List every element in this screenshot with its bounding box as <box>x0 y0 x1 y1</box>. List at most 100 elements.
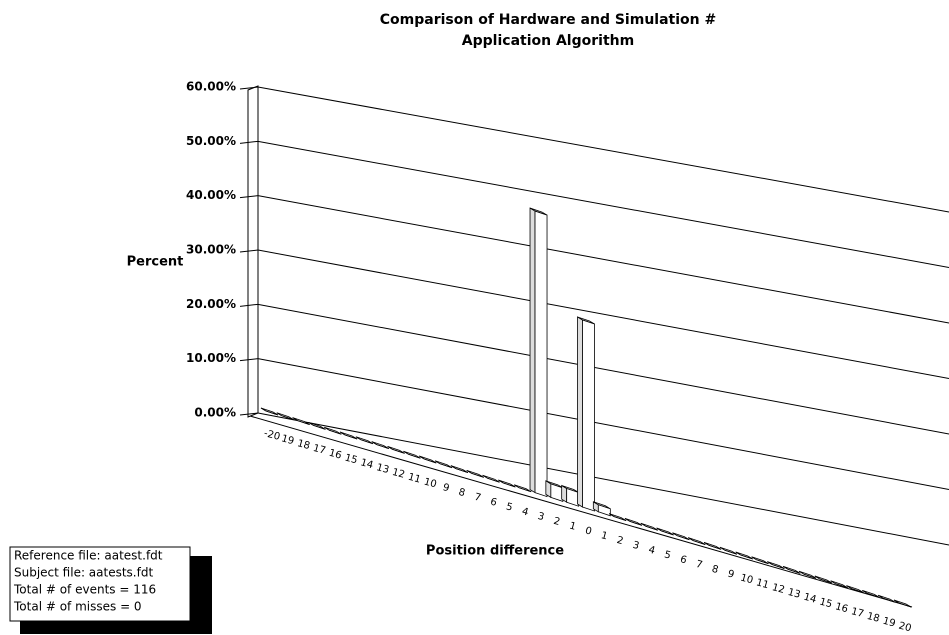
floor-edge <box>249 415 913 608</box>
bar <box>819 578 833 584</box>
x-tick-label: 5 <box>663 549 672 561</box>
bar <box>756 559 769 565</box>
note: Total # of events = 116 <box>13 583 156 597</box>
x-tick-label: 2 <box>552 516 561 528</box>
x-tick-label: 20 <box>897 621 912 635</box>
bar <box>788 569 801 574</box>
tick-mark <box>239 249 259 253</box>
x-tick-label: 16 <box>328 448 343 462</box>
chart-title: Comparison of Hardware and Simulation # <box>380 12 716 28</box>
x-tick-label: 18 <box>296 438 311 452</box>
bar <box>597 504 611 517</box>
bar <box>629 521 643 526</box>
grid-line <box>257 412 949 546</box>
x-tick-label: 6 <box>489 497 498 509</box>
x-tick-label: 19 <box>280 433 295 447</box>
y-tick-label: 60.00% <box>186 80 236 94</box>
bar <box>297 420 310 425</box>
note: Subject file: aatests.fdt <box>14 566 153 580</box>
bar <box>614 516 627 521</box>
tick-mark <box>239 303 259 307</box>
x-tick-label: 17 <box>312 443 327 457</box>
x-tick-label: 8 <box>457 487 466 499</box>
bar <box>408 453 421 459</box>
bar <box>851 588 864 593</box>
tick-mark <box>239 412 259 416</box>
x-tick-label: 1 <box>568 521 577 533</box>
x-tick-label: 13 <box>787 587 802 601</box>
x-tick-label: 18 <box>866 611 881 625</box>
x-tick-label: 7 <box>473 492 482 504</box>
note: Reference file: aatest.fdt <box>14 549 163 563</box>
y-axis-label: Percent <box>127 255 184 270</box>
grid-line <box>257 140 949 268</box>
y-tick-label: 0.00% <box>194 406 236 420</box>
y-tick-label: 40.00% <box>186 188 236 202</box>
x-tick-label: 4 <box>647 545 656 557</box>
x-tick-label: 19 <box>881 616 896 630</box>
bar <box>376 444 389 449</box>
note: Total # of misses = 0 <box>13 600 142 614</box>
x-tick-label: 12 <box>771 582 786 596</box>
tick-mark <box>239 140 259 144</box>
wall <box>247 85 259 418</box>
x-tick-label: 4 <box>521 506 530 518</box>
x-tick-label: 16 <box>834 601 849 615</box>
x-tick-label: 14 <box>802 592 817 606</box>
bar <box>883 597 896 603</box>
bar <box>455 468 469 473</box>
y-tick-label: 50.00% <box>186 134 236 148</box>
bar <box>803 573 817 579</box>
x-tick-label: 14 <box>359 457 374 471</box>
x-tick-label: 12 <box>391 467 406 481</box>
bar <box>708 545 722 550</box>
x-tick-label: 2 <box>616 535 625 547</box>
bar <box>265 410 279 416</box>
bar <box>661 530 674 536</box>
x-tick-label: 9 <box>726 569 735 581</box>
x-tick-label: 15 <box>818 597 833 611</box>
bar <box>677 535 690 541</box>
chart-title: Application Algorithm <box>462 33 634 49</box>
bar <box>344 434 358 440</box>
y-tick-label: 10.00% <box>186 351 236 365</box>
grid-line <box>257 86 949 213</box>
bar <box>898 602 912 608</box>
bar <box>329 429 342 435</box>
x-tick-label: 11 <box>755 577 770 591</box>
bar <box>519 487 532 493</box>
bar <box>503 482 516 488</box>
grid-line <box>257 303 949 435</box>
x-tick-label: 7 <box>695 559 704 571</box>
x-tick-label: 0 <box>584 525 593 537</box>
bar <box>724 549 738 555</box>
x-tick-label: 8 <box>710 564 719 576</box>
bar <box>582 319 595 512</box>
tick-mark <box>239 86 259 90</box>
bar <box>835 583 848 589</box>
bar <box>471 473 484 478</box>
grid-line <box>257 249 949 379</box>
x-tick-label: 6 <box>679 554 688 566</box>
x-tick-label: 5 <box>505 501 514 513</box>
x-tick-label: 13 <box>375 462 390 476</box>
bar <box>693 540 706 545</box>
bar-side <box>529 207 536 494</box>
x-tick-label: 10 <box>423 477 438 491</box>
x-tick-label: -20 <box>263 428 282 443</box>
x-tick-label: 10 <box>739 573 754 587</box>
bar <box>392 449 405 454</box>
bar <box>772 564 785 569</box>
bar-side <box>577 316 583 508</box>
x-tick-label: 9 <box>441 482 450 494</box>
bar <box>439 463 453 469</box>
note-box <box>9 546 191 622</box>
bar <box>360 439 374 445</box>
bar <box>867 593 880 598</box>
x-axis-label: Position difference <box>426 544 564 559</box>
x-tick-label: 15 <box>343 453 358 467</box>
x-tick-label: 17 <box>850 606 865 620</box>
tick-mark <box>239 358 259 362</box>
bar <box>313 425 326 430</box>
